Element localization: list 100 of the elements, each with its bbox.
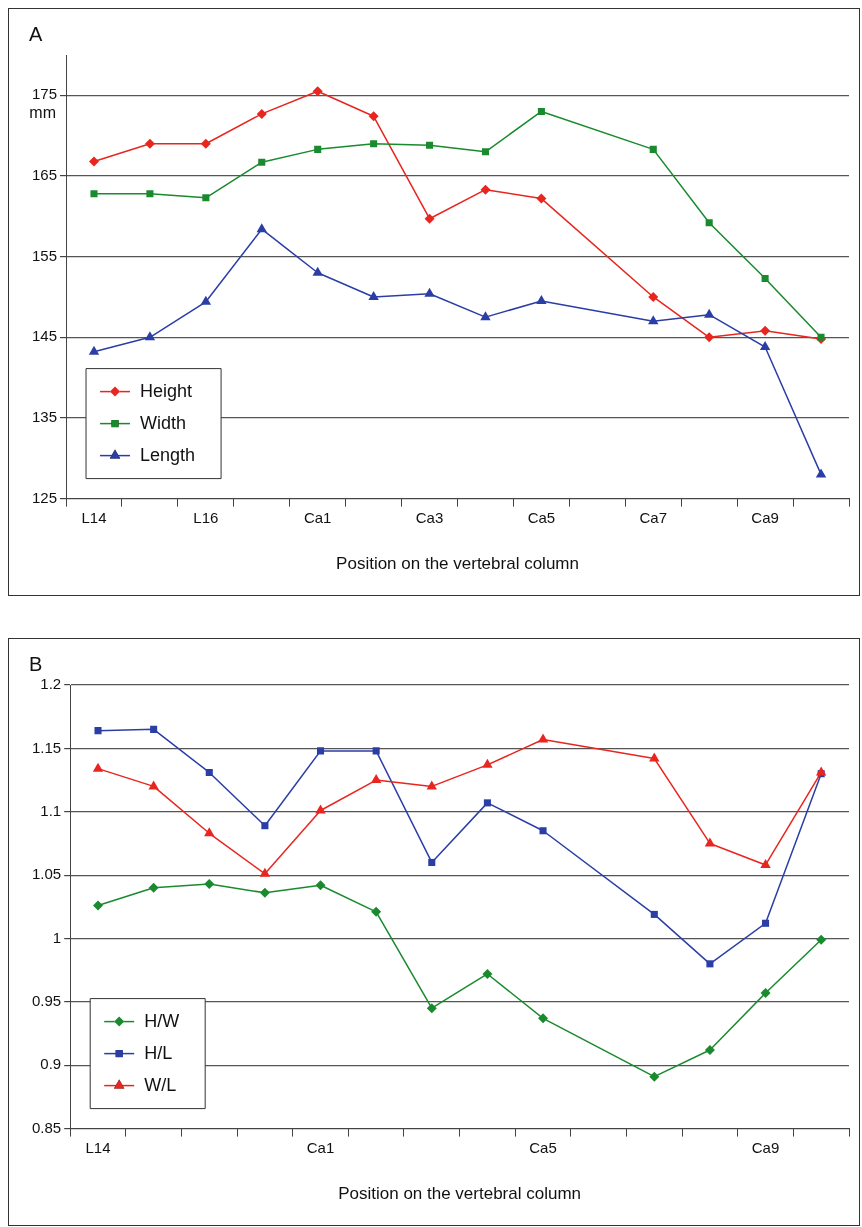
point <box>537 733 549 743</box>
y-tick-label: 1 <box>52 928 62 946</box>
y-tick-label: 0.85 <box>31 1118 62 1136</box>
legend-label: W/L <box>144 1074 177 1095</box>
y-tick-label: 1.05 <box>31 865 62 883</box>
point <box>538 1013 549 1024</box>
point <box>92 762 104 772</box>
point <box>649 1071 660 1082</box>
point <box>537 107 545 115</box>
point <box>205 768 213 776</box>
x-tick-label: L16 <box>193 508 219 526</box>
point <box>704 332 715 343</box>
y-tick-label: 1.15 <box>31 738 62 756</box>
point <box>88 345 100 355</box>
point <box>649 145 657 153</box>
point <box>761 274 769 282</box>
x-axis-title: Position on the vertebral column <box>336 554 579 574</box>
y-tick-label: 0.95 <box>31 992 62 1009</box>
point <box>760 325 771 336</box>
x-axis-title: Position on the vertebral column <box>338 1184 582 1204</box>
point <box>315 880 326 891</box>
x-tick-label: Ca9 <box>751 508 779 526</box>
point <box>482 968 493 979</box>
point <box>480 184 491 195</box>
y-tick-label: 135 <box>32 408 58 426</box>
point <box>316 747 325 755</box>
point <box>482 758 493 768</box>
point <box>150 725 158 733</box>
point <box>148 882 159 893</box>
point <box>480 311 491 321</box>
point <box>762 919 770 927</box>
point <box>760 858 771 868</box>
point <box>144 138 155 149</box>
legend-label: Height <box>140 380 193 401</box>
point <box>259 887 270 898</box>
point <box>648 291 659 302</box>
point <box>426 141 434 149</box>
point <box>146 190 154 198</box>
point <box>202 194 210 202</box>
point <box>536 295 547 304</box>
x-tick-label: Ca3 <box>415 508 444 526</box>
point <box>424 287 435 297</box>
y-tick-label: 0.9 <box>40 1055 62 1073</box>
point <box>815 468 827 478</box>
point <box>705 219 713 227</box>
legend-label: H/W <box>144 1010 180 1031</box>
point <box>144 331 156 341</box>
point <box>759 340 771 350</box>
chart-title: A <box>29 22 43 45</box>
point <box>370 140 378 148</box>
point <box>816 934 827 945</box>
y-tick-label: 1.2 <box>40 675 62 693</box>
point <box>314 145 322 153</box>
point <box>650 910 658 918</box>
x-tick-label: Ca1 <box>306 1138 335 1156</box>
point <box>424 213 435 224</box>
point <box>204 878 215 889</box>
point <box>90 190 98 198</box>
point <box>200 295 212 305</box>
y-tick-label: 155 <box>32 246 58 264</box>
y-tick-label: 125 <box>32 488 58 506</box>
point <box>94 727 102 735</box>
point <box>481 148 490 156</box>
point <box>536 193 547 204</box>
point <box>312 86 323 97</box>
y-axis-title: mm <box>29 103 57 121</box>
point <box>204 827 215 837</box>
point <box>704 837 716 847</box>
x-tick-label: Ca5 <box>529 1138 557 1156</box>
x-tick-label: Ca9 <box>751 1138 780 1156</box>
point <box>200 138 211 149</box>
x-tick-label: L14 <box>81 508 107 526</box>
point <box>760 987 771 998</box>
y-tick-label: 145 <box>32 327 58 345</box>
point <box>93 900 104 911</box>
point <box>483 799 491 807</box>
legend-label: Width <box>140 412 187 433</box>
y-tick-label: 1.1 <box>40 801 62 819</box>
point <box>706 960 714 968</box>
point <box>368 290 379 300</box>
point <box>428 858 436 866</box>
point <box>259 867 271 877</box>
chart-title: B <box>29 652 43 675</box>
point <box>258 158 266 166</box>
x-tick-label: L14 <box>85 1138 111 1156</box>
point <box>256 223 267 233</box>
point <box>426 1003 437 1014</box>
point <box>539 827 547 835</box>
point <box>88 156 99 167</box>
point <box>704 1045 715 1056</box>
point <box>368 111 379 122</box>
point <box>312 266 323 276</box>
y-tick-label: 165 <box>32 166 58 184</box>
point <box>370 774 382 784</box>
point <box>649 752 660 762</box>
x-tick-label: Ca5 <box>527 508 556 526</box>
point <box>372 747 380 755</box>
point <box>315 804 326 814</box>
point <box>703 308 715 318</box>
point <box>256 108 267 119</box>
